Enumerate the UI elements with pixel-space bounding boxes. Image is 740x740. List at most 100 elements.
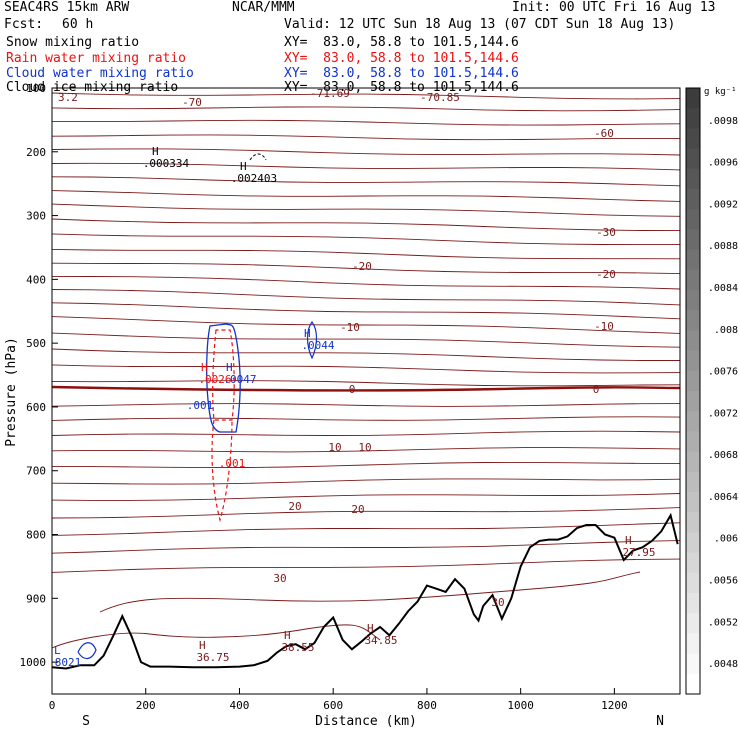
colorbar-swatch xyxy=(686,290,700,311)
colorbar-swatch xyxy=(686,330,700,352)
colorbar-unit: g kg⁻¹ xyxy=(704,87,737,97)
forecast-label: Fcst: xyxy=(4,17,44,32)
colorbar-tick-label: .0056 xyxy=(708,576,738,587)
extremum-marker: H xyxy=(284,629,291,642)
colorbar-tick-label: .0072 xyxy=(708,408,738,419)
colorbar-swatch xyxy=(686,310,700,331)
contour-label: -10 xyxy=(340,321,360,334)
plot-frame xyxy=(51,87,681,695)
isotherm-line xyxy=(51,218,681,232)
colorbar-tick-label: .0076 xyxy=(708,367,738,378)
contour-label: -30 xyxy=(596,226,616,239)
colorbar-tick-label: .0048 xyxy=(708,659,738,670)
extremum-marker: H xyxy=(199,639,206,652)
axes: 0 200 400 600 800 1000 12001002003004005006007… xyxy=(20,82,628,712)
y-tick-label: 700 xyxy=(26,465,46,478)
extremum-value: 8021 xyxy=(55,656,82,669)
extremum-value: 27.95 xyxy=(622,546,655,559)
field-rain-name: Rain water mixing ratio xyxy=(6,51,187,66)
extremum-value: .0026 xyxy=(198,373,231,386)
x-tick-label: 1200 xyxy=(601,699,628,712)
colorbar-swatch xyxy=(686,148,700,170)
extremum-value: 34.85 xyxy=(364,634,397,647)
isotherm-line xyxy=(51,522,681,536)
colorbar-swatch xyxy=(686,451,700,473)
cloud-water-contour xyxy=(206,323,241,433)
isotherm-line xyxy=(51,403,681,407)
colorbar-swatch xyxy=(686,411,700,432)
corner-contour-label: 3.2 xyxy=(58,91,78,104)
x-tick-label: 200 xyxy=(136,699,156,712)
x-tick-label: 600 xyxy=(323,699,343,712)
extremum-marker: H xyxy=(240,160,247,173)
isotherm-line xyxy=(51,289,681,306)
isotherm-line xyxy=(51,233,680,246)
extremum-value: .0044 xyxy=(301,339,334,352)
contour-label: 0 xyxy=(349,383,356,396)
colorbar-swatch xyxy=(686,108,700,129)
colorbar-tick-label: .008 xyxy=(714,325,738,336)
isotherm-line xyxy=(51,275,681,290)
isotherm-line xyxy=(51,348,680,361)
colorbar-swatch xyxy=(686,552,700,574)
colorbar-swatch xyxy=(686,492,700,513)
temperature-contours xyxy=(51,92,681,649)
y-tick-label: 100 xyxy=(26,82,46,95)
colorbar-swatch xyxy=(686,512,700,533)
contour-label: 0 xyxy=(593,383,600,396)
init-time: Init: 00 UTC Fri 16 Aug 13 xyxy=(512,0,716,15)
colorbar-tick-label: .0098 xyxy=(708,116,738,127)
contour-label: -60 xyxy=(594,127,614,140)
colorbar-swatch xyxy=(686,370,700,392)
colorbar-swatch xyxy=(686,249,700,271)
isotherm-line xyxy=(51,176,681,187)
extremum-marker: H xyxy=(304,327,311,340)
forecast-hour: 60 h xyxy=(62,17,94,32)
isotherm-line xyxy=(51,416,681,421)
field-snow-xy: XY= 83.0, 58.8 to 101.5,144.6 xyxy=(284,35,519,50)
colorbar-tick-label: .0092 xyxy=(708,199,738,210)
contour-label: 20 xyxy=(288,500,301,513)
colorbar-swatch xyxy=(686,593,700,614)
extremum-value: 36.75 xyxy=(196,651,229,664)
colorbar-tick-label: .0096 xyxy=(708,158,738,169)
field-cloud-xy: XY= 83.0, 58.8 to 101.5,144.6 xyxy=(284,66,519,81)
extremum-marker: H xyxy=(367,622,374,635)
x-tick-label: 0 xyxy=(49,699,56,712)
extremum-marker: H xyxy=(625,534,632,547)
isotherm-line xyxy=(51,558,681,573)
contour-label: -10 xyxy=(594,320,614,333)
contour-label: -20 xyxy=(596,268,616,281)
isotherm-line xyxy=(99,571,641,613)
isotherm-line xyxy=(51,248,681,260)
x-tick-label: 400 xyxy=(230,699,250,712)
colorbar-tick-label: .0088 xyxy=(708,241,738,252)
contour-label: -71.69 xyxy=(310,87,350,100)
cloud-water-contour xyxy=(77,642,97,660)
colorbar-swatch xyxy=(686,269,700,291)
extremum-value: .001 xyxy=(187,399,214,412)
isotherm-line xyxy=(51,493,681,501)
field-snow-name: Snow mixing ratio xyxy=(6,35,140,50)
organization: NCAR/MMM xyxy=(232,0,295,15)
colorbar-tick-label: .0052 xyxy=(708,617,738,628)
isotherm-line xyxy=(51,430,681,436)
y-tick-label: 600 xyxy=(26,401,46,414)
rain-water-contour xyxy=(212,329,235,421)
y-tick-label: 900 xyxy=(26,592,46,605)
colorbar-swatch xyxy=(686,88,700,109)
contour-labels: -70 -71.69 -70.85 -60 -30 -20 -20 -10 -10 0 0 10 10 2… xyxy=(54,87,656,669)
contour-label: -70 xyxy=(182,96,202,109)
y-tick-label: 500 xyxy=(26,337,46,350)
isotherm-line xyxy=(51,190,681,202)
contour-label: 10 xyxy=(328,441,341,454)
isotherm-line xyxy=(51,316,681,334)
colorbar-tick-label: .0064 xyxy=(708,492,738,503)
isotherm-line xyxy=(52,461,680,469)
y-tick-label: 200 xyxy=(26,146,46,159)
isotherm-line xyxy=(51,447,681,453)
cloud-water-contour xyxy=(306,320,318,360)
isotherm-line xyxy=(51,478,681,485)
extremum-value: .001 xyxy=(219,457,246,470)
y-tick-label: 800 xyxy=(26,529,46,542)
